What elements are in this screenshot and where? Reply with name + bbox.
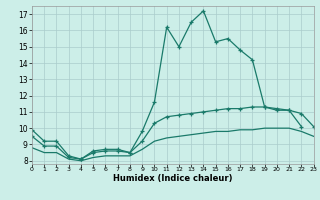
X-axis label: Humidex (Indice chaleur): Humidex (Indice chaleur) [113, 174, 233, 183]
